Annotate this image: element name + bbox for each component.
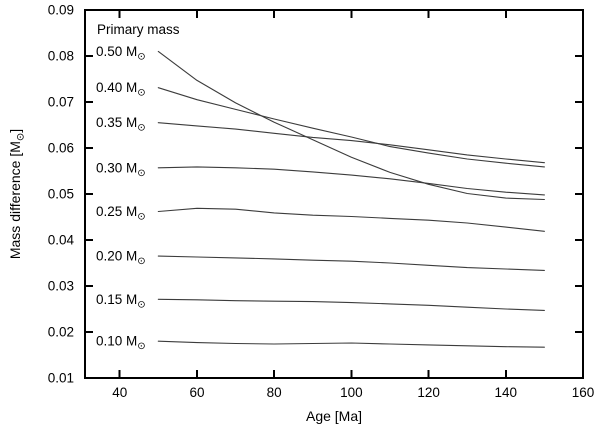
x-tick-label-160: 160 [572, 385, 595, 400]
plot-border [84, 9, 584, 379]
legend-title: Primary mass [97, 22, 180, 37]
y-tick-label-0.07: 0.07 [48, 95, 74, 110]
x-tick-label-60: 60 [189, 385, 204, 400]
curve-0.20-Msun [157, 255, 545, 271]
legend-label-0.15-Msun: 0.15 M⊙ [96, 292, 146, 311]
y-tick-labels: 0.01 0.02 0.03 0.04 0.05 0.06 0.07 0.08 0.09 [48, 3, 75, 386]
curve-0.40-Msun [157, 87, 545, 168]
y-tick-label-0.06: 0.06 [48, 141, 74, 156]
legend-label-0.35-Msun: 0.35 M⊙ [96, 115, 146, 134]
y-tick-label-0.02: 0.02 [48, 325, 74, 340]
y-tick-label-0.04: 0.04 [48, 233, 75, 248]
legend: Primary mass 0.50 M⊙ 0.40 M⊙ 0.35 M⊙ 0.30 M… [96, 22, 180, 352]
y-tick-label-0.01: 0.01 [48, 371, 74, 386]
legend-label-0.40-Msun: 0.40 M⊙ [96, 80, 146, 99]
y-tick-label-0.03: 0.03 [48, 279, 74, 294]
legend-label-0.20-Msun: 0.20 M⊙ [96, 249, 146, 268]
x-tick-labels: 40 60 80 100 120 140 160 [112, 385, 594, 400]
curve-0.10-Msun [157, 340, 545, 348]
y-axis-title: Mass difference [M⊙] [7, 129, 27, 259]
x-tick-label-40: 40 [112, 385, 127, 400]
curve-0.30-Msun [157, 166, 545, 196]
axis-ticks [85, 9, 584, 379]
y-tick-label-0.09: 0.09 [48, 3, 74, 18]
x-tick-label-80: 80 [267, 385, 282, 400]
curve-0.50-Msun [157, 50, 545, 201]
curve-0.35-Msun [157, 122, 545, 164]
y-tick-label-0.05: 0.05 [48, 187, 74, 202]
x-tick-label-120: 120 [417, 385, 440, 400]
x-tick-label-100: 100 [340, 385, 363, 400]
y-tick-label-0.08: 0.08 [48, 49, 74, 64]
legend-label-0.10-Msun: 0.10 M⊙ [96, 334, 146, 353]
legend-label-0.50-Msun: 0.50 M⊙ [96, 44, 146, 63]
curve-0.15-Msun [157, 298, 545, 311]
legend-label-0.30-Msun: 0.30 M⊙ [96, 160, 146, 179]
curve-0.25-Msun [157, 207, 545, 232]
data-curves [157, 50, 545, 348]
plot-border-rect [84, 9, 584, 379]
x-tick-label-140: 140 [495, 385, 518, 400]
legend-label-0.25-Msun: 0.25 M⊙ [96, 204, 146, 223]
x-axis-title: Age [Ma] [306, 408, 362, 424]
